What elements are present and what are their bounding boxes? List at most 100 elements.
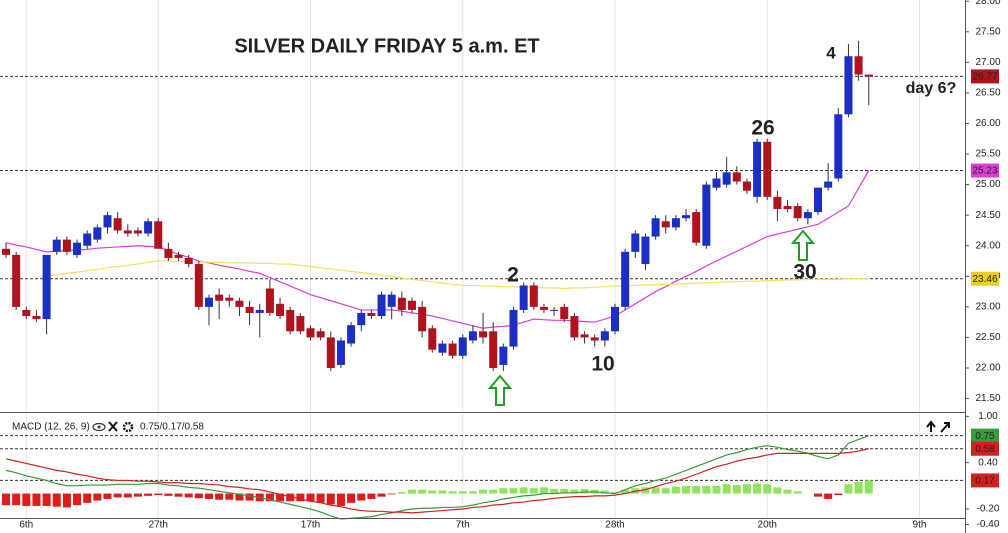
y-tick-label: 24.00 xyxy=(975,240,1000,251)
histogram-bar xyxy=(692,485,701,494)
indicator-icons[interactable] xyxy=(92,421,134,433)
y-tick-label: 21.50 xyxy=(975,393,1000,404)
eye-pupil xyxy=(97,425,101,429)
histogram-bar xyxy=(336,493,345,506)
histogram-bar xyxy=(611,492,619,494)
histogram-bar xyxy=(621,489,630,494)
histogram-bar xyxy=(468,491,477,494)
value-box-label: 26.77 xyxy=(972,72,997,83)
candle-body xyxy=(692,212,701,243)
candle-body xyxy=(621,251,630,307)
close-icon[interactable] xyxy=(108,421,118,432)
histogram-bar xyxy=(834,493,843,496)
candle-body xyxy=(560,306,569,320)
histogram-bar xyxy=(722,484,731,494)
histogram-bar xyxy=(154,493,163,496)
indicator-readout: 0.75/0.17/0.58 xyxy=(140,422,204,433)
histogram-bar xyxy=(763,484,772,494)
y-tick-label: 23.00 xyxy=(975,302,1000,313)
candle-body xyxy=(418,306,427,332)
x-tick-label: 6th xyxy=(19,520,33,531)
move-up-icon[interactable] xyxy=(926,420,936,432)
x-tick-label: 20th xyxy=(758,520,777,531)
y-tick-label: 0.40 xyxy=(978,457,998,468)
candle-body xyxy=(590,337,599,341)
histogram-bar xyxy=(712,485,721,494)
candle-body xyxy=(194,264,203,307)
value-box xyxy=(971,473,999,488)
candle-body xyxy=(93,227,102,240)
histogram-bar xyxy=(560,488,569,494)
candle-body xyxy=(753,141,762,197)
histogram-bar xyxy=(570,489,579,494)
y-tick-label: 22.00 xyxy=(975,363,1000,374)
histogram-bar xyxy=(600,490,609,494)
eye-icon[interactable] xyxy=(92,422,106,432)
maximize-icon[interactable] xyxy=(940,422,950,433)
annotation: 30 xyxy=(793,261,816,284)
candle-body xyxy=(570,316,579,338)
candle-body xyxy=(103,215,112,228)
histogram-bar xyxy=(448,491,457,494)
grid-layer xyxy=(0,0,965,518)
moving-average-line xyxy=(5,170,870,329)
candle-body xyxy=(265,288,274,313)
value-box xyxy=(971,163,999,178)
candle-body xyxy=(702,184,711,246)
candle-body xyxy=(62,239,71,252)
candle-body xyxy=(113,218,122,231)
x-tick-label: 9th xyxy=(913,520,927,531)
histogram-bar xyxy=(824,493,833,499)
candle-body xyxy=(164,248,173,258)
histogram-bar xyxy=(702,485,711,494)
y-tick-label: 22.50 xyxy=(975,332,1000,343)
candle-body xyxy=(73,242,82,255)
value-box-label: 0.75 xyxy=(975,431,995,442)
histogram-bar xyxy=(671,486,680,494)
candle-body xyxy=(783,206,792,210)
candle-body xyxy=(803,212,812,219)
histogram-bar xyxy=(844,484,853,494)
candle-body xyxy=(539,306,548,310)
x-tick-label: 27th xyxy=(149,520,168,531)
candle-body xyxy=(144,221,153,234)
x-tick-label: 7th xyxy=(456,520,470,531)
histogram-bar xyxy=(347,493,356,503)
histogram-bar xyxy=(580,488,589,494)
histogram-bar xyxy=(276,493,285,502)
histogram-bar xyxy=(144,493,153,496)
histogram-bar xyxy=(651,487,660,494)
histogram-bar xyxy=(489,489,498,494)
histogram-bar xyxy=(93,493,102,501)
candle-body xyxy=(316,331,325,338)
histogram-bar xyxy=(641,487,650,494)
y-tick-label: 28.00 xyxy=(975,0,1000,7)
histogram-bar xyxy=(418,489,427,494)
candle-body xyxy=(225,297,234,301)
candle-body xyxy=(651,218,660,237)
candle-body xyxy=(712,178,721,188)
histogram-bar xyxy=(753,483,762,494)
histogram-bar xyxy=(225,493,234,500)
candle-body xyxy=(509,309,518,347)
candle-body xyxy=(814,187,822,213)
candle-body xyxy=(661,221,670,228)
x-tick-label: 17th xyxy=(301,520,320,531)
histogram-bar xyxy=(22,493,31,506)
settings-icon[interactable] xyxy=(122,421,134,433)
candle-body xyxy=(854,56,863,75)
histogram-bar xyxy=(174,493,183,497)
y-tick-label: 26.00 xyxy=(975,118,1000,129)
value-box xyxy=(971,69,999,84)
histogram-bar xyxy=(83,493,92,503)
indicator-title: MACD (12, 26, 9) xyxy=(12,422,90,433)
histogram-bar xyxy=(742,484,751,494)
value-box-label: 23.46 xyxy=(972,274,997,285)
candle-body xyxy=(235,300,244,307)
candle-body xyxy=(336,340,345,365)
value-box xyxy=(971,441,999,456)
candle-body xyxy=(732,172,741,182)
candle-body xyxy=(215,294,224,301)
candle-body xyxy=(763,141,772,197)
